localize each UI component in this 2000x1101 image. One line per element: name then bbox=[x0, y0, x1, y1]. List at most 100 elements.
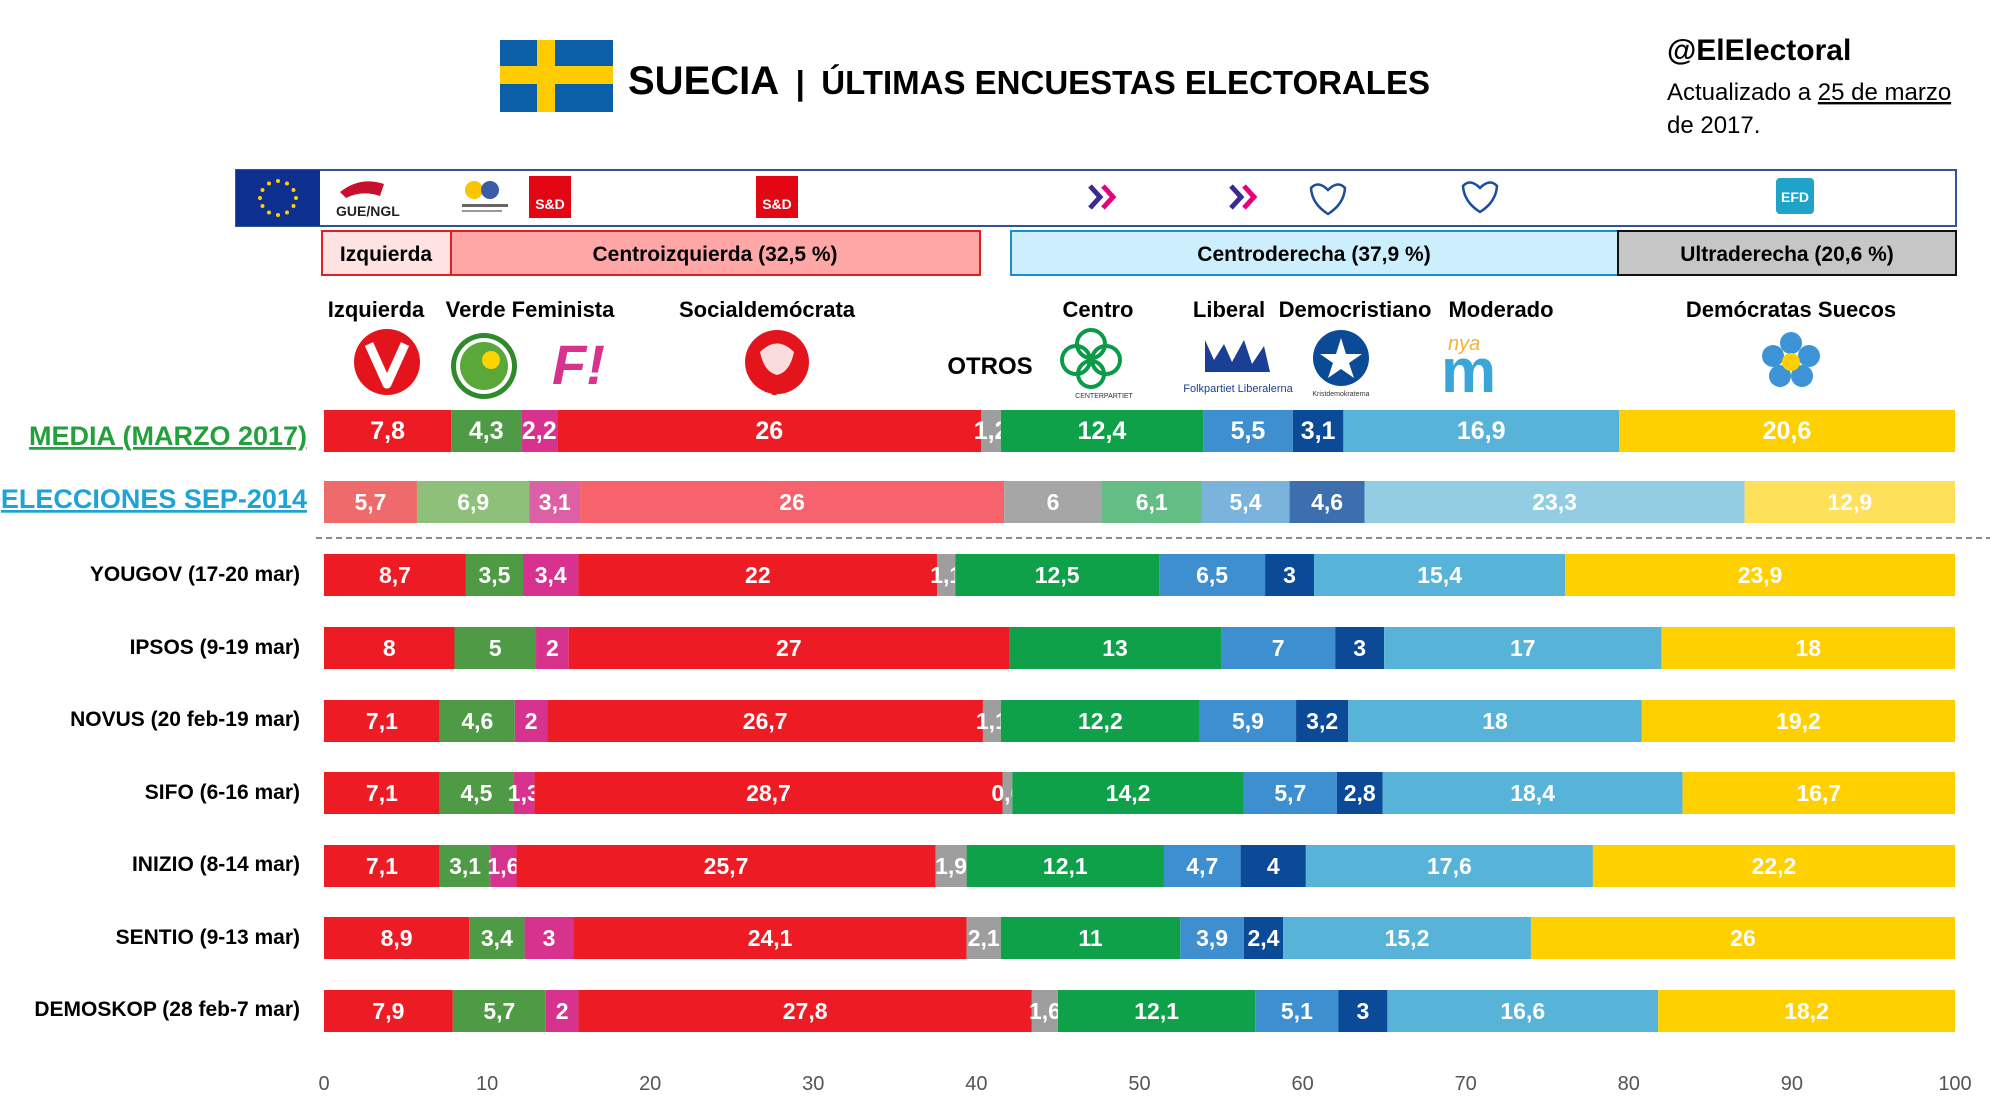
sverigedemokraterna-flower-logo-icon bbox=[1762, 332, 1820, 387]
bar-value-label: 4,7 bbox=[1186, 853, 1218, 879]
bar-segment-sd bbox=[1530, 917, 1955, 959]
x-tick-label: 20 bbox=[639, 1073, 661, 1095]
bar-value-label: 2 bbox=[546, 635, 559, 661]
bar-value-label: 2 bbox=[525, 708, 538, 734]
bar-segment-fi bbox=[536, 627, 569, 669]
bar-row: 8,7 3,5 3,4 22 1,1 12,5 6,5 3 15,4 23,9 bbox=[324, 554, 1955, 596]
bloc-centroderecha: Centroderecha (37,9 %) bbox=[1010, 230, 1619, 276]
bar-segment-kd bbox=[1292, 410, 1344, 452]
svg-text:Izquierda: Izquierda bbox=[340, 243, 433, 266]
bar-segment-o bbox=[1002, 772, 1013, 814]
bar-value-label: 3,1 bbox=[539, 489, 571, 515]
kristdemokraterna-logo-icon: Kristdemokraterna bbox=[1312, 330, 1370, 398]
svg-text:Centroderecha (37,9 %): Centroderecha (37,9 %) bbox=[1197, 243, 1430, 266]
updated-line: Actualizado a 25 de marzo bbox=[1667, 79, 1951, 106]
bar-value-label: 16,7 bbox=[1796, 780, 1841, 806]
bar-value-label: 3,2 bbox=[1306, 708, 1338, 734]
bar-segment-mp bbox=[451, 410, 522, 452]
bar-value-label: 12,9 bbox=[1827, 489, 1872, 515]
row-label-yougov: YOUGOV (17-20 mar) bbox=[90, 563, 300, 586]
epp-logo-icon bbox=[1309, 183, 1347, 216]
bar-segment-v bbox=[324, 772, 440, 814]
bar-value-label: 1,6 bbox=[1029, 998, 1061, 1024]
bar-segment-sd bbox=[1592, 845, 1955, 887]
bar-segment-l bbox=[1221, 627, 1336, 669]
x-tick-label: 0 bbox=[318, 1073, 329, 1095]
bar-segment-mp bbox=[439, 772, 514, 814]
svg-text:m: m bbox=[1441, 337, 1496, 406]
bar-segment-kd bbox=[1335, 627, 1385, 669]
bar-value-label: 12,1 bbox=[1043, 853, 1088, 879]
bar-segment-kd bbox=[1243, 917, 1284, 959]
bar-value-label: 22,2 bbox=[1752, 853, 1797, 879]
bar-segment-s bbox=[516, 845, 936, 887]
party-name-centro: Centro bbox=[1063, 297, 1134, 322]
bar-segment-v bbox=[324, 845, 440, 887]
row-labels: MEDIA (MARZO 2017) ELECCIONES SEP-2014 Y… bbox=[1, 421, 307, 1021]
bar-value-label: 5,9 bbox=[1232, 708, 1264, 734]
bar-value-label: 3,1 bbox=[449, 853, 481, 879]
bar-segment-v bbox=[324, 917, 470, 959]
bar-segment-kd bbox=[1240, 845, 1306, 887]
bar-value-label: 3,9 bbox=[1196, 925, 1228, 951]
party-name-socialdemocrata: Socialdemócrata bbox=[679, 297, 856, 322]
bar-value-label: 3 bbox=[543, 925, 556, 951]
bar-value-label: 1,6 bbox=[487, 853, 519, 879]
feministiskt-initiativ-logo-icon: F! bbox=[552, 333, 605, 396]
alde-logo-icon bbox=[1088, 184, 1117, 210]
bar-value-label: 12,5 bbox=[1035, 562, 1080, 588]
bar-segment-o bbox=[1031, 990, 1058, 1032]
bar-value-label: 3,5 bbox=[478, 562, 510, 588]
bar-value-label: 3 bbox=[1357, 998, 1370, 1024]
title-country: SUECIA | ÚLTIMAS ENCUESTAS ELECTORALES bbox=[628, 59, 1430, 103]
bar-segment-l bbox=[1201, 481, 1290, 523]
svg-text:Kristdemokraterna: Kristdemokraterna bbox=[1312, 391, 1369, 398]
bar-value-label: 3,4 bbox=[535, 562, 567, 588]
eu-groups-strip: GUE/NGL S&D S&D bbox=[235, 169, 1957, 227]
svg-text:Centroizquierda (32,5 %): Centroizquierda (32,5 %) bbox=[592, 243, 837, 266]
sd-group-logo-icon: S&D bbox=[529, 176, 571, 218]
bar-row: 5,7 6,9 3,1 26 6 6,1 5,4 4,6 23,3 12,9 bbox=[324, 481, 1955, 523]
svg-text:S&D: S&D bbox=[535, 196, 565, 212]
bar-value-label: 28,7 bbox=[746, 780, 791, 806]
svg-text:Folkpartiet Liberalerna: Folkpartiet Liberalerna bbox=[1183, 383, 1293, 395]
bar-segment-l bbox=[1255, 990, 1339, 1032]
bar-value-label: 12,4 bbox=[1078, 417, 1127, 445]
bar-value-label: 4,5 bbox=[461, 780, 493, 806]
bar-row: 8 5 2 27 13 7 3 17 18 bbox=[324, 627, 1955, 669]
party-name-otros: OTROS bbox=[947, 353, 1032, 380]
bar-value-label: 16,9 bbox=[1457, 417, 1506, 445]
bar-value-label: 26 bbox=[779, 489, 805, 515]
bar-segment-fi bbox=[490, 845, 517, 887]
bar-value-label: 7,1 bbox=[366, 853, 398, 879]
bar-value-label: 5,4 bbox=[1230, 489, 1262, 515]
bar-segment-mp bbox=[469, 917, 525, 959]
bar-value-label: 2,8 bbox=[1344, 780, 1376, 806]
bar-value-label: 2 bbox=[556, 998, 569, 1024]
bar-segment-v bbox=[324, 627, 455, 669]
bar-segment-m bbox=[1364, 481, 1745, 523]
bar-value-label: 5,5 bbox=[1231, 417, 1266, 445]
bar-value-label: 24,1 bbox=[748, 925, 793, 951]
bar-value-label: 7,9 bbox=[372, 998, 404, 1024]
updated-year: de 2017. bbox=[1667, 112, 1760, 139]
bar-segment-sd bbox=[1565, 554, 1955, 596]
svg-text:nya: nya bbox=[1448, 333, 1480, 355]
bar-value-label: 4,6 bbox=[461, 708, 493, 734]
bar-row: 8,9 3,4 3 24,1 2,1 11 3,9 2,4 15,2 26 bbox=[324, 917, 1955, 959]
efd-logo-icon: EFD bbox=[1776, 178, 1814, 214]
bar-segment-kd bbox=[1336, 772, 1383, 814]
x-tick-label: 50 bbox=[1128, 1073, 1150, 1095]
bar-segment-c bbox=[955, 554, 1160, 596]
bar-segment-kd bbox=[1296, 700, 1349, 742]
bar-segment-m bbox=[1305, 845, 1593, 887]
bar-segment-fi bbox=[545, 990, 579, 1032]
bar-segment-fi bbox=[524, 917, 574, 959]
bar-value-label: 23,3 bbox=[1532, 489, 1577, 515]
stacked-bars: 7,8 4,3 2,2 26 1,2 12,4 5,5 3,1 16,9 20,65,7 6,9 3,… bbox=[324, 410, 1955, 1032]
bar-value-label: 8,7 bbox=[379, 562, 411, 588]
bar-segment-v bbox=[324, 554, 466, 596]
bar-value-label: 4,3 bbox=[469, 417, 504, 445]
bar-value-label: 7,8 bbox=[370, 417, 405, 445]
